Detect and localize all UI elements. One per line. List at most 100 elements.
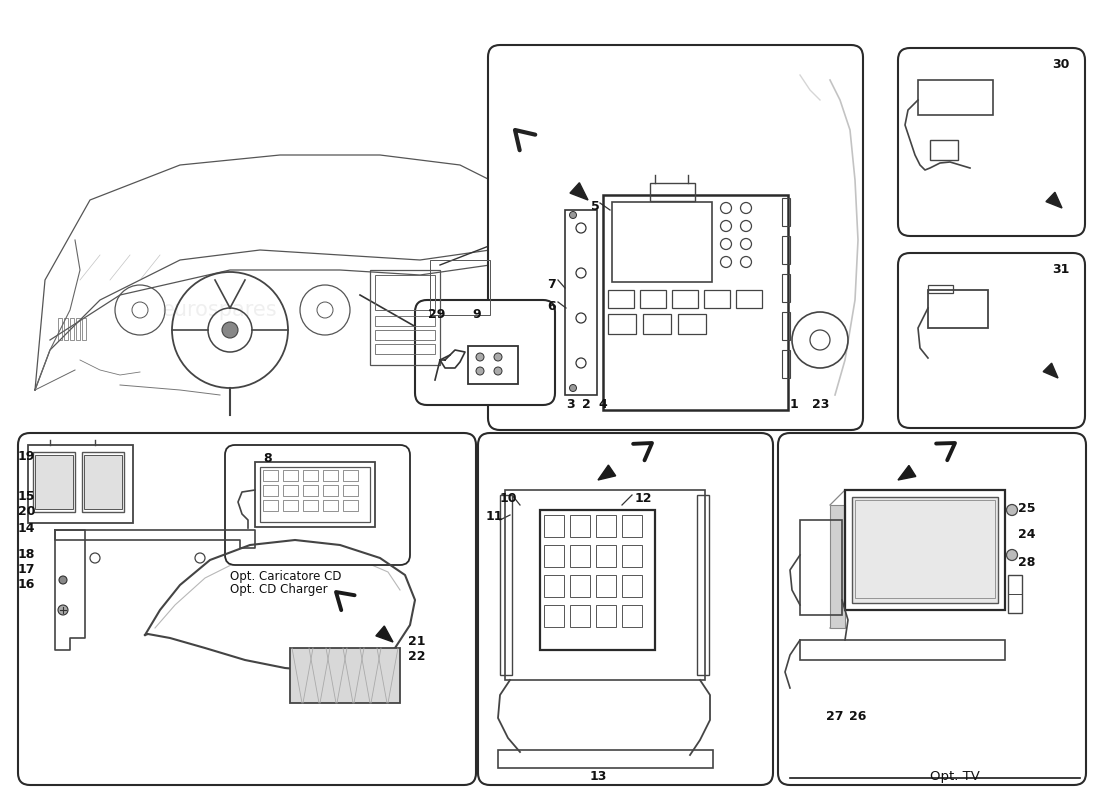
Text: 9: 9 xyxy=(472,308,481,321)
Text: 21: 21 xyxy=(408,635,426,648)
Bar xyxy=(302,485,318,496)
Bar xyxy=(323,500,338,511)
Bar xyxy=(570,575,590,597)
Bar xyxy=(621,545,642,567)
Bar xyxy=(84,455,122,509)
Bar xyxy=(565,210,597,395)
Bar xyxy=(255,462,375,527)
Text: 11: 11 xyxy=(486,510,504,523)
Bar xyxy=(621,605,642,627)
Text: 31: 31 xyxy=(1052,263,1069,276)
Bar xyxy=(64,318,68,340)
Bar xyxy=(544,605,564,627)
Bar xyxy=(608,290,634,308)
Bar xyxy=(845,490,1005,610)
Text: 18: 18 xyxy=(18,548,35,561)
Text: 28: 28 xyxy=(1018,556,1035,569)
Text: 10: 10 xyxy=(500,492,517,505)
Bar xyxy=(570,515,590,537)
Bar xyxy=(928,285,953,293)
Bar xyxy=(782,350,790,378)
Bar xyxy=(855,500,996,598)
Bar xyxy=(736,290,762,308)
Bar xyxy=(323,470,338,481)
Bar xyxy=(596,605,616,627)
Bar xyxy=(28,445,133,523)
Bar xyxy=(290,648,400,703)
Bar xyxy=(302,500,318,511)
Bar xyxy=(782,274,790,302)
Bar xyxy=(76,318,80,340)
Bar xyxy=(58,318,62,340)
Text: 1: 1 xyxy=(790,398,799,411)
Bar xyxy=(263,500,278,511)
Text: 23: 23 xyxy=(812,398,829,411)
FancyBboxPatch shape xyxy=(898,253,1085,428)
Polygon shape xyxy=(598,465,616,480)
Bar xyxy=(612,202,712,282)
Text: 29: 29 xyxy=(428,308,446,321)
Bar xyxy=(570,605,590,627)
Bar xyxy=(302,470,318,481)
Bar xyxy=(678,314,706,334)
Text: 15: 15 xyxy=(18,490,35,503)
Text: 20: 20 xyxy=(18,505,35,518)
Bar xyxy=(500,495,512,675)
Circle shape xyxy=(59,576,67,584)
Text: 19: 19 xyxy=(18,450,35,463)
Text: 8: 8 xyxy=(263,452,272,465)
Bar xyxy=(596,515,616,537)
Bar xyxy=(35,455,73,509)
FancyBboxPatch shape xyxy=(488,45,864,430)
Text: 17: 17 xyxy=(18,563,35,576)
Bar xyxy=(33,452,75,512)
Text: eurospares: eurospares xyxy=(642,230,758,250)
Polygon shape xyxy=(570,182,589,200)
Bar xyxy=(540,510,654,650)
Bar xyxy=(343,485,358,496)
Text: 12: 12 xyxy=(635,492,652,505)
Bar xyxy=(621,575,642,597)
Text: 24: 24 xyxy=(1018,528,1035,541)
Text: 6: 6 xyxy=(548,300,556,313)
FancyBboxPatch shape xyxy=(415,300,556,405)
Bar xyxy=(697,495,710,675)
Bar xyxy=(782,312,790,340)
Polygon shape xyxy=(1046,192,1062,208)
Bar xyxy=(283,470,298,481)
Text: 16: 16 xyxy=(18,578,35,591)
Bar xyxy=(323,485,338,496)
FancyBboxPatch shape xyxy=(778,433,1086,785)
Text: eurospares: eurospares xyxy=(532,570,648,590)
Text: Opt. CD Charger: Opt. CD Charger xyxy=(230,583,328,596)
Bar xyxy=(263,485,278,496)
Bar xyxy=(672,290,698,308)
Text: 5: 5 xyxy=(592,200,600,213)
Circle shape xyxy=(494,367,502,375)
Bar xyxy=(283,485,298,496)
Bar xyxy=(800,640,1005,660)
Circle shape xyxy=(476,353,484,361)
Bar xyxy=(82,452,124,512)
Bar xyxy=(930,140,958,160)
Text: eurospares: eurospares xyxy=(162,300,278,320)
Circle shape xyxy=(1006,550,1018,561)
Polygon shape xyxy=(898,466,916,480)
Circle shape xyxy=(494,353,502,361)
Circle shape xyxy=(222,322,238,338)
Bar xyxy=(260,467,370,522)
Bar xyxy=(621,515,642,537)
FancyBboxPatch shape xyxy=(898,48,1085,236)
Polygon shape xyxy=(376,626,393,642)
Text: eurospares: eurospares xyxy=(132,570,248,590)
Bar xyxy=(375,275,434,310)
Text: Opt. Caricatore CD: Opt. Caricatore CD xyxy=(230,570,341,583)
Bar xyxy=(650,183,695,201)
Circle shape xyxy=(476,367,484,375)
Bar xyxy=(1008,575,1022,613)
Text: 3: 3 xyxy=(566,398,574,411)
Bar xyxy=(263,470,278,481)
Text: 30: 30 xyxy=(1052,58,1069,71)
Text: Opt. TV: Opt. TV xyxy=(930,770,980,783)
Text: 22: 22 xyxy=(408,650,426,663)
